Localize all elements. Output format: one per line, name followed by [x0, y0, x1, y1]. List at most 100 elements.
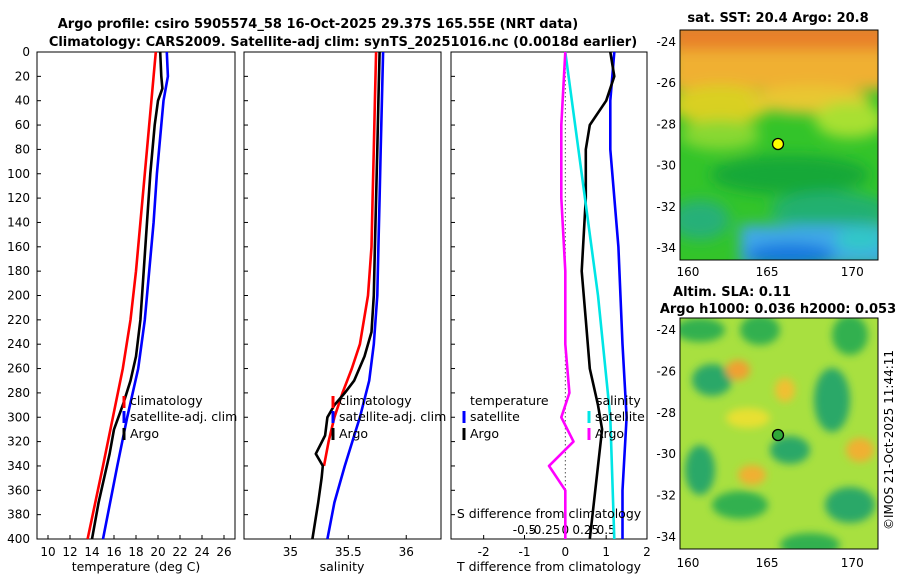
depth-tick-label: 60	[15, 118, 30, 132]
sst-map-frame	[679, 29, 879, 261]
map-y-tick-label: -32	[656, 489, 676, 503]
s-tick-label: 0.5	[597, 523, 616, 537]
x-tick-label: 1	[602, 545, 610, 559]
x-tick-label: 12	[62, 545, 77, 559]
depth-tick-label: 80	[15, 142, 30, 156]
x-tick-label: 35	[283, 545, 298, 559]
x-tick-label: 2	[643, 545, 651, 559]
legend-argo-label: Argo	[130, 426, 159, 441]
sla-map-title-line1: Altim. SLA: 0.11	[673, 285, 791, 300]
temperature-chart: 10 12 14 16 18 20 22 24 26	[40, 51, 232, 559]
series-line	[311, 51, 381, 540]
difference-xlabel: T difference from climatology	[456, 559, 642, 574]
depth-tick-label: 160	[7, 240, 30, 254]
map-y-tick-label: -28	[656, 117, 676, 131]
map-y-tick-label: -26	[656, 364, 676, 378]
series-line	[86, 51, 158, 540]
x-tick-label: 36	[399, 545, 414, 559]
sla-field	[680, 318, 875, 549]
depth-tick-label: 320	[7, 435, 30, 449]
difference-legend: temperature satellite Argo salinity sate…	[462, 393, 645, 441]
depth-tick-label: 180	[7, 264, 30, 278]
depth-tick-label: 120	[7, 191, 30, 205]
legend-salinity-title: salinity	[596, 393, 641, 408]
depth-tick-label: 220	[7, 313, 30, 327]
legend-t-argo-label: Argo	[470, 426, 499, 441]
sst-argo-marker	[771, 137, 785, 151]
series-line	[326, 51, 385, 540]
legend-s-satellite-label: satellite	[595, 409, 645, 424]
map-y-tick-label: -34	[656, 530, 676, 544]
depth-tick-label: 100	[7, 167, 30, 181]
sst-map	[680, 30, 878, 260]
depth-tick-label: 400	[7, 532, 30, 546]
depth-tick-label: 300	[7, 410, 30, 424]
x-tick-label: 22	[172, 545, 187, 559]
legend-argo-label: Argo	[339, 426, 368, 441]
s-tick-label: 0.25	[572, 523, 599, 537]
salinity-xlabel: salinity	[320, 559, 365, 574]
depth-tick-label: 140	[7, 215, 30, 229]
difference-chart: -2 -1 0 1 2-0.5-0.25 0 0.250.5	[478, 51, 651, 559]
temperature-legend: climatology satellite-adj. clim Argo	[122, 393, 237, 441]
x-tick-label: 26	[216, 545, 231, 559]
sst-field	[680, 30, 878, 260]
sst-map-axes: 160 165 170 -24 -26 -28 -30 -32 -34	[656, 35, 863, 279]
series-line	[90, 51, 164, 540]
temperature-panel-frame	[36, 51, 236, 540]
series-line	[608, 51, 628, 539]
difference-top-xlabel: S difference from climatology	[457, 506, 642, 521]
map-y-tick-label: -30	[656, 447, 676, 461]
figure-title-line2: Climatology: CARS2009. Satellite-adj cli…	[49, 35, 637, 50]
map-x-tick-label: 165	[756, 265, 779, 279]
map-y-tick-label: -26	[656, 76, 676, 90]
sla-argo-marker	[771, 428, 785, 442]
map-y-tick-label: -30	[656, 159, 676, 173]
x-tick-label: 0	[562, 545, 570, 559]
temperature-xlabel: temperature (deg C)	[72, 559, 201, 574]
map-x-tick-label: 160	[676, 265, 699, 279]
x-tick-label: -2	[478, 545, 490, 559]
depth-tick-label: 340	[7, 459, 30, 473]
salinity-panel-frame	[243, 51, 442, 540]
series-line	[547, 51, 575, 539]
legend-t-satellite-label: satellite	[470, 409, 520, 424]
x-tick-label: -1	[519, 545, 531, 559]
x-tick-label: 35.5	[335, 545, 362, 559]
map-y-tick-label: -32	[656, 200, 676, 214]
legend-s-argo-label: Argo	[595, 426, 624, 441]
depth-tick-label: 280	[7, 386, 30, 400]
x-tick-label: 20	[150, 545, 165, 559]
salinity-legend: climatology satellite-adj. clim Argo	[331, 393, 446, 441]
depth-tick-label: 200	[7, 289, 30, 303]
depth-tick-label: 360	[7, 483, 30, 497]
map-y-tick-label: -24	[656, 35, 676, 49]
depth-tick-label: 240	[7, 337, 30, 351]
x-tick-label: 16	[106, 545, 121, 559]
sla-map-axes: 160 165 170 -24 -26 -28 -30 -32 -34	[656, 323, 863, 570]
map-x-tick-label: 170	[841, 265, 864, 279]
map-x-tick-label: 160	[676, 556, 699, 570]
s-tick-label: -0.5	[513, 523, 536, 537]
sla-map-title-line2: Argo h1000: 0.036 h2000: 0.053	[660, 302, 896, 317]
legend-satellite-label: satellite-adj. clim	[130, 409, 237, 424]
depth-tick-label: 380	[7, 508, 30, 522]
map-x-tick-label: 170	[841, 556, 864, 570]
legend-climatology-label: climatology	[339, 393, 412, 408]
depth-axis: 0 20 40 60 80 100 120 140 160 180 200 220 240 260 280 3…	[7, 45, 455, 546]
map-y-tick-label: -34	[656, 241, 676, 255]
legend-temperature-title: temperature	[470, 393, 549, 408]
s-tick-label: -0.25	[529, 523, 560, 537]
depth-tick-label: 20	[15, 69, 30, 83]
legend-satellite-label: satellite-adj. clim	[339, 409, 446, 424]
x-tick-label: 24	[194, 545, 209, 559]
figure-title-line1: Argo profile: csiro 5905574_58 16-Oct-20…	[58, 17, 579, 32]
x-tick-label: 18	[128, 545, 143, 559]
map-x-tick-label: 165	[756, 556, 779, 570]
map-y-tick-label: -24	[656, 323, 676, 337]
series-line	[101, 51, 170, 540]
x-tick-label: 14	[84, 545, 99, 559]
salinity-chart: 35 35.5 36	[283, 51, 414, 559]
legend-climatology-label: climatology	[130, 393, 203, 408]
